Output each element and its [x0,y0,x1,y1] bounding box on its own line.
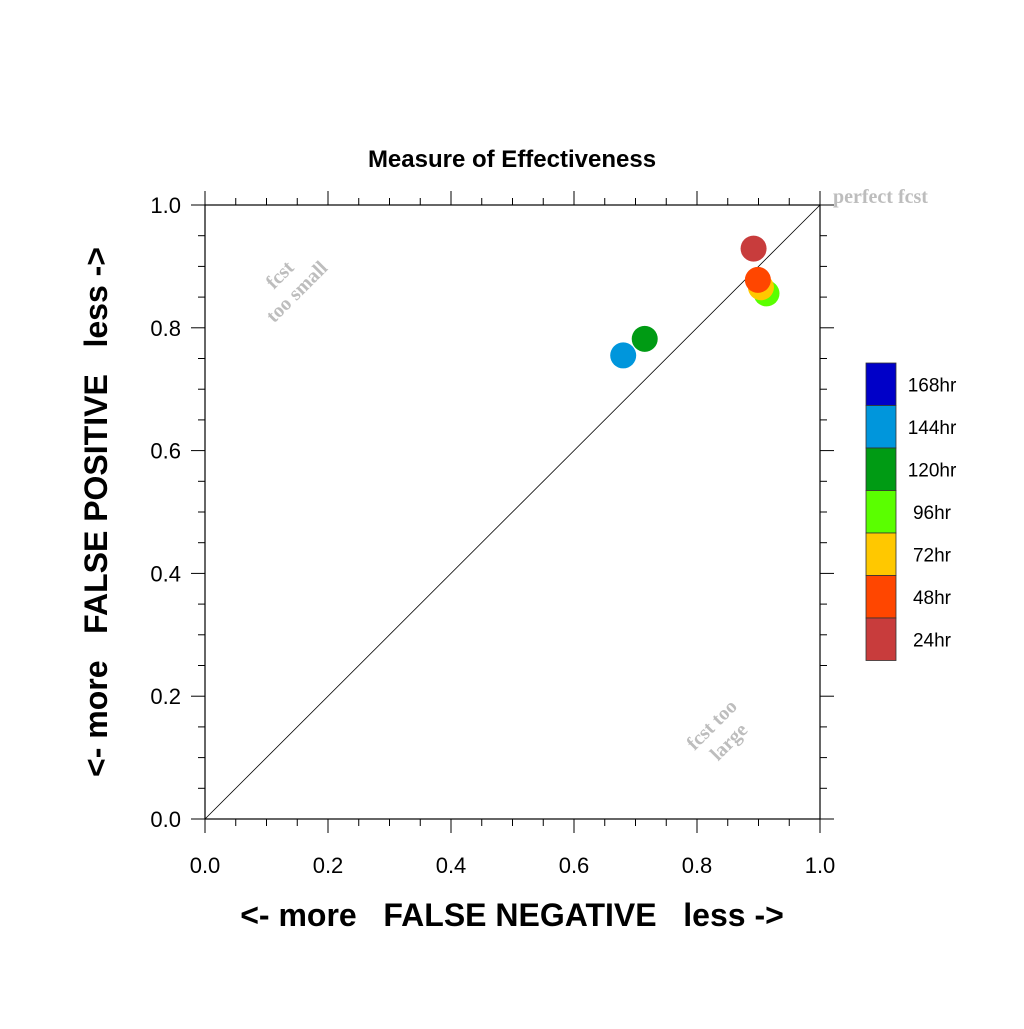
y-tick-label: 1.0 [150,193,181,218]
y-tick-label: 0.8 [150,316,181,341]
y-tick-label: 0.2 [150,684,181,709]
legend-swatch-120hr [865,447,897,491]
legend-swatch-168hr [865,362,897,406]
data-point-24hr [740,235,767,262]
x-tick-label: 0.8 [682,853,713,878]
y-tick-label: 0.6 [150,439,181,464]
annotation-perfect-fcst: perfect fcst [833,186,928,208]
x-axis-title: <- more FALSE NEGATIVE less -> [240,897,784,933]
legend-label-120hr: 120hr [908,460,957,481]
legend-label-24hr: 24hr [913,630,952,651]
x-tick-label: 0.6 [559,853,590,878]
plot-area: 0.0 0.2 0.4 0.6 0.8 1.0 0.0 0.2 0.4 0.6 0.8 1.0 [150,191,835,878]
legend-swatch-96hr [865,490,897,534]
annotation-fcst-too-small: fcst too small [262,256,333,327]
x-tick-label: 0.0 [190,853,221,878]
diagonal-reference-line [204,204,821,820]
legend-label-72hr: 72hr [913,545,952,566]
legend-label-168hr: 168hr [908,375,957,396]
legend-label-48hr: 48hr [913,588,952,609]
x-tick-label: 0.4 [436,853,467,878]
legend: 168hr 144hr 120hr 96hr 72hr 48hr 24hr [865,362,957,661]
legend-swatch-144hr [865,405,897,449]
y-tick-label: 0.4 [150,561,181,586]
legend-swatch-72hr [865,532,897,576]
y-tick-label: 0.0 [150,807,181,832]
legend-label-144hr: 144hr [908,418,957,439]
legend-swatch-24hr [865,617,897,661]
y-axis-title: <- more FALSE POSITIVE less -> [78,247,114,777]
x-tick-label: 1.0 [805,853,836,878]
chart-title: Measure of Effectiveness [368,146,656,173]
data-point-144hr [610,342,637,369]
legend-label-96hr: 96hr [913,503,952,524]
legend-swatch-48hr [865,575,897,619]
annotation-fcst-too-large: fcst too large [683,696,753,766]
data-point-120hr [631,325,658,352]
x-tick-label: 0.2 [313,853,344,878]
data-point-48hr [744,266,771,293]
tick-marks [191,191,834,833]
